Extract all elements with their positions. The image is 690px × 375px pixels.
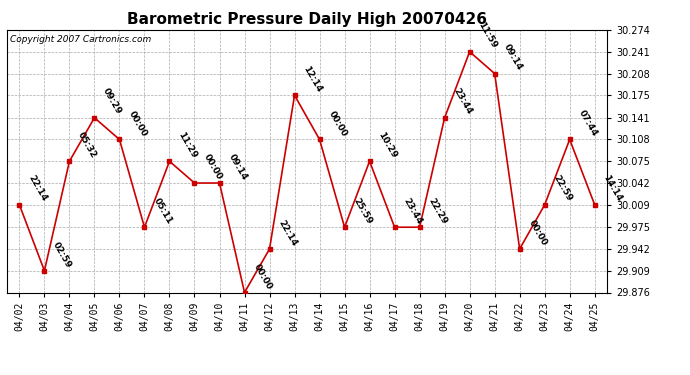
Text: Copyright 2007 Cartronics.com: Copyright 2007 Cartronics.com: [10, 35, 151, 44]
Text: 22:29: 22:29: [426, 196, 449, 226]
Text: 05:11: 05:11: [151, 196, 173, 226]
Text: 00:00: 00:00: [251, 262, 273, 291]
Text: 00:00: 00:00: [326, 109, 348, 138]
Text: 00:00: 00:00: [126, 109, 148, 138]
Text: 22:59: 22:59: [551, 174, 574, 203]
Text: 00:00: 00:00: [526, 219, 549, 248]
Text: 23:44: 23:44: [402, 196, 424, 226]
Text: 09:14: 09:14: [502, 43, 524, 72]
Text: 22:14: 22:14: [26, 174, 48, 203]
Text: 00:00: 00:00: [201, 153, 224, 182]
Text: 09:14: 09:14: [226, 152, 248, 182]
Text: 14:14: 14:14: [602, 174, 624, 203]
Text: 22:14: 22:14: [277, 218, 299, 248]
Text: 07:44: 07:44: [577, 109, 599, 138]
Text: 05:32: 05:32: [77, 130, 99, 160]
Text: 25:59: 25:59: [351, 196, 374, 226]
Text: 09:29: 09:29: [101, 87, 124, 116]
Text: 02:59: 02:59: [51, 240, 73, 269]
Text: 23:44: 23:44: [451, 87, 474, 116]
Text: 10:29: 10:29: [377, 130, 399, 160]
Text: 12:14: 12:14: [302, 64, 324, 94]
Title: Barometric Pressure Daily High 20070426: Barometric Pressure Daily High 20070426: [127, 12, 487, 27]
Text: 11:59: 11:59: [477, 21, 499, 50]
Text: 11:29: 11:29: [177, 130, 199, 160]
